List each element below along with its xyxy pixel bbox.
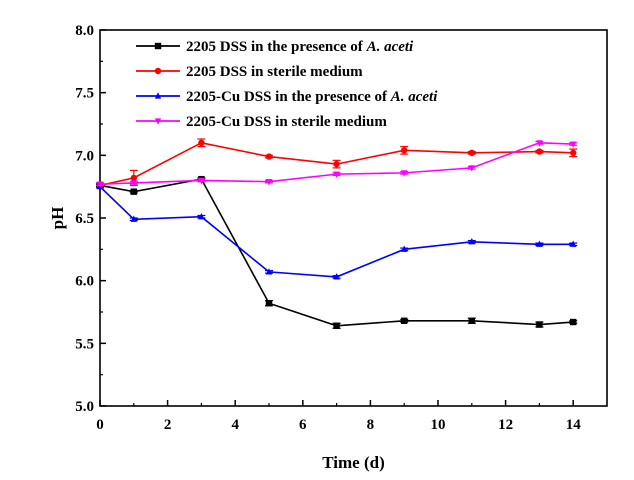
x-tick-label: 10 [431, 417, 446, 433]
data-point [96, 181, 104, 188]
data-point [401, 245, 408, 252]
x-tick-label: 12 [498, 417, 513, 433]
legend-label-text: 2205 DSS in the presence of [186, 39, 367, 55]
data-point [570, 240, 577, 247]
legend-label-species: A. aceti [390, 89, 438, 105]
data-point [333, 322, 340, 329]
x-tick-label: 0 [96, 417, 104, 433]
series-3 [96, 182, 578, 280]
legend-label-species: A. aceti [366, 39, 414, 55]
x-tick-label: 14 [566, 417, 582, 433]
legend-entry: 2205-Cu DSS in the presence of A. aceti [136, 89, 438, 105]
x-tick-label: 2 [164, 417, 172, 433]
legend-label-text: 2205-Cu DSS in sterile medium [186, 114, 387, 130]
legend-marker [154, 67, 162, 75]
x-tick-label: 4 [231, 417, 239, 433]
data-point [401, 317, 408, 324]
y-tick-label: 6.0 [75, 274, 94, 290]
legend-entry: 2205 DSS in sterile medium [136, 64, 363, 80]
legend-entry: 2205 DSS in the presence of A. aceti [136, 39, 414, 55]
legend-label: 2205 DSS in the presence of A. aceti [186, 39, 414, 55]
data-point [265, 153, 273, 160]
data-point [130, 188, 137, 195]
series-4 [96, 140, 578, 188]
y-axis-title: pH [48, 207, 67, 230]
data-point [570, 141, 577, 148]
data-point [536, 140, 543, 147]
data-point [536, 321, 543, 328]
series-line [99, 178, 574, 327]
data-point [198, 212, 205, 220]
data-point [130, 174, 137, 182]
legend-label: 2205 DSS in sterile medium [186, 64, 363, 80]
legend-marker [154, 92, 162, 99]
data-point [536, 148, 543, 155]
data-point [333, 160, 340, 168]
y-tick-label: 6.5 [75, 211, 94, 227]
legend-entry: 2205-Cu DSS in sterile medium [136, 114, 387, 130]
data-point [468, 149, 475, 157]
y-tick-label: 7.5 [75, 86, 94, 102]
x-tick-label: 8 [367, 417, 375, 433]
data-point [333, 171, 340, 178]
y-tick-label: 5.5 [75, 336, 94, 352]
data-point [265, 268, 273, 275]
y-tick-label: 8.0 [75, 23, 94, 39]
data-point [570, 318, 577, 326]
legend-marker [154, 118, 162, 125]
legend-label-text: 2205-Cu DSS in the presence of [186, 89, 391, 105]
series-line [99, 186, 574, 278]
data-point [198, 177, 205, 185]
series-layer [96, 138, 578, 329]
data-point [265, 300, 273, 307]
data-point [401, 147, 408, 154]
x-axis-title: Time (d) [322, 453, 385, 472]
data-point [198, 139, 205, 146]
legend-label-text: 2205 DSS in sterile medium [186, 64, 363, 80]
data-point [468, 238, 475, 245]
legend-label: 2205-Cu DSS in the presence of A. aceti [186, 89, 438, 105]
x-tick-label: 6 [299, 417, 307, 433]
data-point [570, 149, 577, 157]
data-point [130, 215, 137, 222]
data-point [536, 240, 543, 247]
axes: 0 2 4 6 8 10 12 14 5.0 5.5 6.0 6.5 7.0 7.5 8.0 [75, 23, 581, 433]
legend: 2205 DSS in the presence of A. aceti2205… [136, 39, 438, 130]
data-point [265, 179, 273, 186]
legend-label: 2205-Cu DSS in sterile medium [186, 114, 387, 130]
y-tick-label: 5.0 [75, 399, 94, 415]
data-point [468, 317, 475, 324]
data-point [401, 170, 408, 177]
legend-marker [154, 42, 162, 50]
y-tick-label: 7.0 [75, 148, 94, 164]
data-point [130, 180, 137, 187]
data-point [333, 273, 340, 280]
data-point [468, 165, 475, 172]
series-1 [96, 175, 578, 329]
